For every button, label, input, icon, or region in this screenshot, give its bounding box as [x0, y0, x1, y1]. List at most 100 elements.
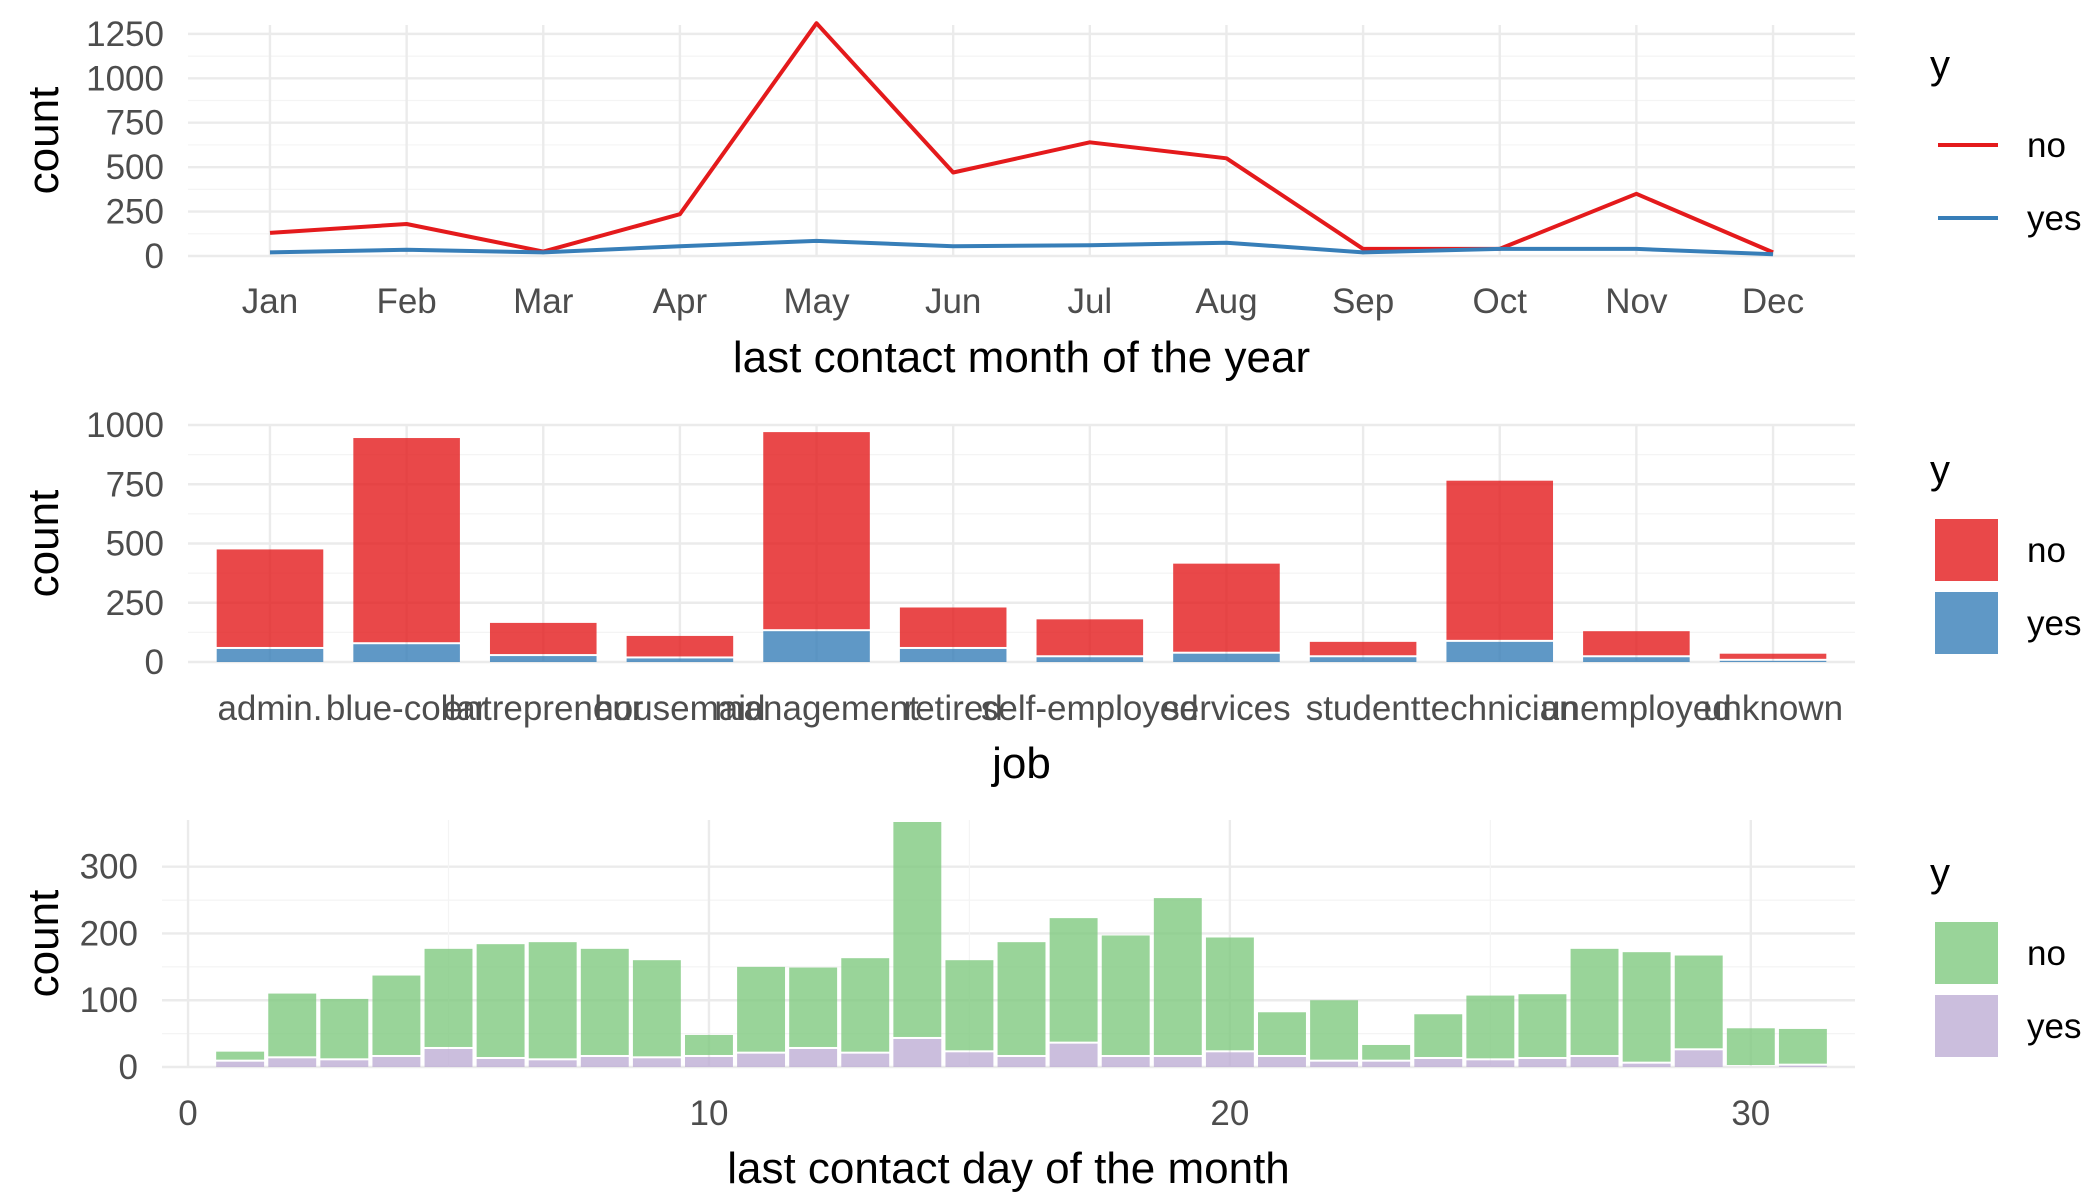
bar-no — [685, 1034, 733, 1055]
y-axis-title: count — [19, 890, 68, 998]
y-axis-title: count — [19, 490, 68, 598]
x-tick-label: Jan — [242, 282, 298, 321]
panel-1: 0 250 500 750 1000 1250 Jan Feb Mar Apr May Jun Jul A… — [19, 15, 2081, 382]
y-tick-label: 500 — [106, 525, 164, 564]
y-tick-label: 100 — [80, 981, 138, 1020]
bar-no — [945, 960, 994, 1051]
y-tick-label: 200 — [80, 914, 138, 953]
y-tick-label: 0 — [145, 643, 164, 682]
legend-title: y — [1930, 851, 1950, 895]
bar-no — [1446, 480, 1554, 640]
bar-yes — [216, 1061, 265, 1067]
bar-yes — [1153, 1056, 1202, 1067]
x-tick-label: Mar — [513, 282, 574, 321]
bar-yes — [1362, 1061, 1411, 1067]
bar-yes — [353, 644, 460, 662]
y-tick-label: 750 — [106, 104, 164, 143]
x-tick-label: services — [1162, 689, 1290, 728]
legend-label-yes: yes — [2027, 1007, 2081, 1046]
x-tick-label: Nov — [1605, 282, 1668, 321]
y-tick-label: 0 — [145, 237, 164, 276]
bar-no — [1778, 1028, 1827, 1064]
bar-yes — [424, 1048, 473, 1067]
bar-no — [1726, 1028, 1775, 1065]
bar-yes — [489, 656, 597, 662]
legend-label-yes: yes — [2027, 604, 2081, 643]
bar-no — [216, 1051, 265, 1060]
legend-key-yes — [1935, 995, 1998, 1057]
bar-yes — [1310, 1061, 1359, 1067]
bar-no — [899, 607, 1007, 647]
x-tick-label: housemaid — [594, 689, 765, 728]
bar-no — [1362, 1044, 1411, 1060]
bar-yes — [632, 1058, 681, 1067]
bar-no — [1153, 898, 1202, 1055]
bar-yes — [1205, 1052, 1254, 1067]
x-tick-label: May — [783, 282, 850, 321]
y-tick-label: 500 — [106, 148, 164, 187]
bar-yes — [1049, 1043, 1098, 1067]
legend-label-yes: yes — [2027, 199, 2081, 238]
x-tick-label: 20 — [1210, 1094, 1249, 1133]
bar-yes — [580, 1056, 629, 1067]
bar-yes — [841, 1053, 890, 1067]
x-tick-label: Oct — [1473, 282, 1528, 321]
legend-key-yes — [1935, 592, 1998, 654]
series-line-no — [269, 21, 1774, 255]
bar-yes — [945, 1052, 994, 1067]
bar-no — [424, 948, 473, 1047]
bar-no — [476, 944, 525, 1057]
bar-no — [320, 998, 369, 1059]
bar-yes — [1622, 1063, 1671, 1067]
x-tick-label: Feb — [376, 282, 436, 321]
x-tick-label: unknown — [1703, 689, 1843, 728]
bar-no — [1583, 631, 1690, 656]
bar-yes — [1414, 1058, 1463, 1067]
bar-no — [997, 942, 1046, 1055]
bar-no — [1622, 952, 1671, 1062]
x-tick-label: retired — [904, 689, 1003, 728]
x-tick-label: 0 — [178, 1094, 197, 1133]
bar-yes — [893, 1038, 942, 1067]
y-tick-label: 250 — [106, 193, 164, 232]
bar-yes — [1309, 657, 1417, 662]
x-tick-label: Jul — [1067, 282, 1112, 321]
bar-no — [1414, 1014, 1463, 1057]
bar-no — [1258, 1012, 1306, 1055]
legend-label-no: no — [2027, 934, 2066, 973]
x-tick-label: Apr — [653, 282, 708, 321]
y-tick-label: 1000 — [86, 59, 164, 98]
bar-yes — [997, 1056, 1046, 1067]
bar-yes — [1446, 641, 1554, 662]
y-tick-label: 750 — [106, 465, 164, 504]
y-tick-label: 1250 — [86, 15, 164, 54]
bar-yes — [216, 648, 324, 662]
bar-yes — [899, 648, 1007, 662]
bar-yes — [320, 1060, 369, 1067]
x-axis-title: last contact month of the year — [733, 333, 1310, 382]
bar-yes — [626, 658, 734, 662]
x-tick-label: entrepreneur — [443, 689, 644, 728]
bar-no — [1570, 948, 1619, 1055]
x-tick-label: management — [714, 689, 919, 728]
bar-no — [528, 942, 577, 1059]
bar-yes — [372, 1056, 421, 1067]
bar-no — [626, 635, 734, 657]
x-tick-label: 30 — [1731, 1094, 1770, 1133]
bar-yes — [685, 1056, 733, 1067]
bar-yes — [763, 631, 870, 662]
y-tick-label: 0 — [119, 1048, 138, 1087]
legend-label-no: no — [2027, 126, 2066, 165]
bar-yes — [1719, 660, 1827, 662]
bar-no — [893, 822, 942, 1037]
bar-no — [737, 966, 786, 1052]
bar-yes — [476, 1058, 525, 1067]
bar-no — [1036, 619, 1144, 656]
x-tick-label: Aug — [1195, 282, 1257, 321]
bar-no — [1309, 641, 1417, 656]
bar-no — [268, 993, 317, 1057]
bar-yes — [1101, 1056, 1150, 1067]
bar-no — [1518, 994, 1567, 1057]
bar-no — [1205, 937, 1254, 1051]
